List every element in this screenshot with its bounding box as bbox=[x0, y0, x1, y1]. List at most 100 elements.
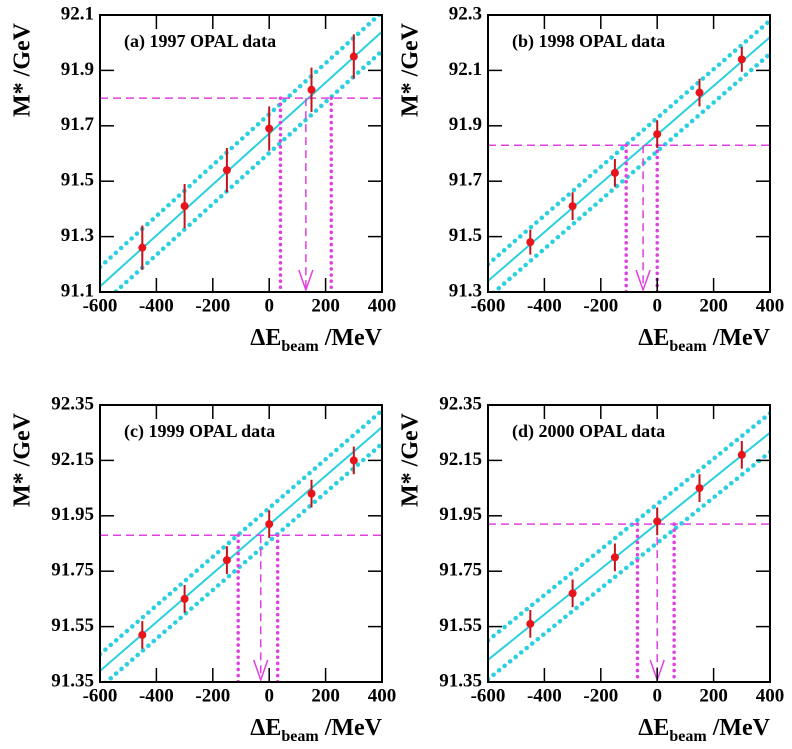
x-tick-label: 200 bbox=[699, 295, 728, 316]
x-tick-label: -600 bbox=[83, 295, 118, 316]
y-tick-label: 91.75 bbox=[439, 560, 482, 581]
arrow-head bbox=[253, 659, 269, 682]
data-point bbox=[695, 88, 704, 97]
fit-line bbox=[100, 30, 382, 288]
y-tick-label: 91.35 bbox=[51, 670, 94, 691]
x-tick-label: 400 bbox=[368, 685, 397, 706]
panel-title: (d) 2000 OPAL data bbox=[512, 421, 665, 442]
x-axis-label-main: ΔE bbox=[250, 325, 281, 351]
x-axis-label-unit: /MeV bbox=[324, 325, 383, 351]
y-tick-label: 91.75 bbox=[51, 560, 94, 581]
data-point bbox=[349, 456, 358, 465]
band-upper bbox=[488, 411, 770, 643]
data-point bbox=[568, 202, 577, 211]
plot-frame bbox=[487, 404, 771, 683]
y-tick-label: 91.3 bbox=[61, 225, 94, 246]
panel-title: (b) 1998 OPAL data bbox=[512, 31, 665, 52]
y-tick-label: 91.9 bbox=[61, 59, 94, 80]
x-tick-label: 400 bbox=[756, 295, 785, 316]
x-tick-label: 400 bbox=[368, 295, 397, 316]
x-tick-label: 200 bbox=[311, 295, 340, 316]
x-axis-label: ΔEbeam/MeV bbox=[250, 715, 382, 745]
data-point bbox=[610, 168, 619, 177]
fit-line bbox=[488, 36, 770, 282]
data-point bbox=[180, 594, 189, 603]
fit-line bbox=[488, 431, 770, 661]
y-tick-label: 91.1 bbox=[61, 280, 94, 301]
y-axis-label: M* /GeV bbox=[398, 412, 424, 507]
x-tick-label: 0 bbox=[652, 685, 662, 706]
x-tick-label: -600 bbox=[83, 685, 118, 706]
data-point bbox=[138, 630, 147, 639]
band-lower bbox=[488, 449, 770, 682]
data-point bbox=[265, 124, 274, 133]
y-tick-label: 91.55 bbox=[439, 615, 482, 636]
x-axis-label-main: ΔE bbox=[250, 715, 281, 741]
data-point bbox=[526, 238, 535, 247]
band-upper bbox=[488, 18, 770, 267]
x-axis-label: ΔEbeam/MeV bbox=[638, 325, 770, 355]
y-tick-label: 91.95 bbox=[51, 504, 94, 525]
y-tick-label: 92.15 bbox=[51, 449, 94, 470]
data-point bbox=[349, 52, 358, 61]
plot-frame bbox=[99, 14, 383, 293]
x-tick-label: -400 bbox=[139, 685, 174, 706]
y-tick-label: 91.95 bbox=[439, 504, 482, 525]
plot-area bbox=[488, 18, 770, 292]
y-tick-label: 91.55 bbox=[51, 615, 94, 636]
plot-frame bbox=[99, 404, 383, 683]
x-tick-label: 0 bbox=[652, 295, 662, 316]
data-point bbox=[222, 166, 231, 175]
y-tick-label: 91.5 bbox=[449, 225, 482, 246]
panel-title: (a) 1997 OPAL data bbox=[124, 31, 276, 52]
y-tick-label: 92.1 bbox=[61, 3, 94, 24]
plot-area bbox=[100, 15, 382, 292]
y-tick-label: 92.3 bbox=[449, 3, 482, 24]
y-tick-label: 91.5 bbox=[61, 170, 94, 191]
x-tick-label: 400 bbox=[756, 685, 785, 706]
y-tick-label: 92.1 bbox=[449, 59, 482, 80]
panel: 91.1 91.3 91.5 91.7 91.9 92.1 -600 -400 -200 0 200… bbox=[10, 3, 397, 354]
x-tick-label: 0 bbox=[264, 295, 274, 316]
x-tick-label: -400 bbox=[139, 295, 174, 316]
arrow-head bbox=[635, 269, 651, 292]
x-tick-label: -600 bbox=[471, 685, 506, 706]
data-point bbox=[653, 517, 662, 526]
data-point bbox=[180, 202, 189, 211]
x-axis-label-sub: beam bbox=[281, 338, 319, 355]
data-point bbox=[737, 55, 746, 64]
x-tick-label: -400 bbox=[527, 685, 562, 706]
x-tick-label: -200 bbox=[195, 685, 230, 706]
x-tick-label: -200 bbox=[583, 295, 618, 316]
panel: 91.35 91.55 91.75 91.95 92.15 92.35 -600 -400 -2… bbox=[398, 393, 785, 744]
x-tick-label: -200 bbox=[583, 685, 618, 706]
data-point bbox=[526, 619, 535, 628]
band-lower bbox=[111, 48, 382, 292]
y-tick-label: 91.7 bbox=[449, 170, 483, 191]
x-tick-label: 200 bbox=[699, 685, 728, 706]
arrow-head bbox=[298, 269, 314, 292]
x-tick-label: -200 bbox=[195, 295, 230, 316]
data-point bbox=[568, 589, 577, 598]
x-tick-label: 200 bbox=[311, 685, 340, 706]
x-tick-label: 0 bbox=[264, 685, 274, 706]
y-tick-label: 91.9 bbox=[449, 114, 482, 135]
x-tick-label: -600 bbox=[471, 295, 506, 316]
fit-line bbox=[100, 426, 382, 672]
x-axis-label-unit: /MeV bbox=[712, 715, 771, 741]
y-axis-label: M* /GeV bbox=[10, 22, 36, 117]
x-axis-label-unit: /MeV bbox=[324, 715, 383, 741]
x-tick-label: -400 bbox=[527, 295, 562, 316]
x-axis-label-unit: /MeV bbox=[712, 325, 771, 351]
band-lower bbox=[102, 441, 382, 682]
x-axis-label: ΔEbeam/MeV bbox=[250, 325, 382, 355]
y-tick-label: 92.35 bbox=[439, 393, 482, 414]
data-point bbox=[265, 520, 274, 529]
data-point bbox=[307, 489, 316, 498]
x-axis-label-sub: beam bbox=[669, 728, 707, 745]
panel: 91.35 91.55 91.75 91.95 92.15 92.35 -600 -400 -2… bbox=[10, 393, 397, 744]
x-axis-label-sub: beam bbox=[281, 728, 319, 745]
data-point bbox=[695, 484, 704, 493]
x-axis-label: ΔEbeam/MeV bbox=[638, 715, 770, 745]
